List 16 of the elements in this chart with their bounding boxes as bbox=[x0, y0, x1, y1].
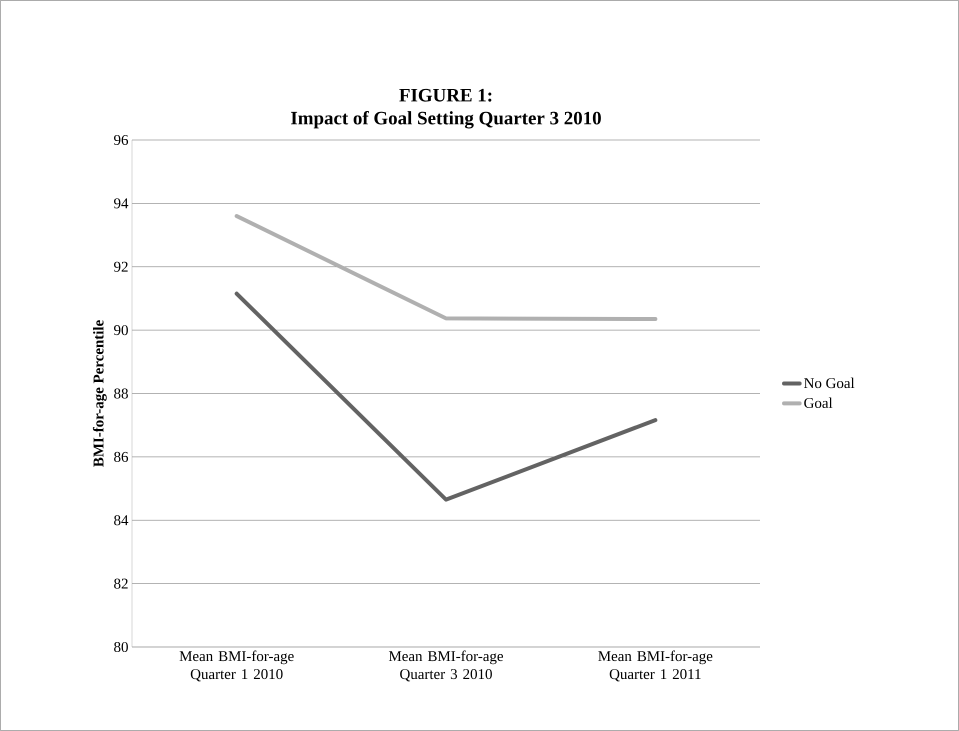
y-tick-label: 96 bbox=[114, 134, 128, 145]
y-tick-label: 84 bbox=[114, 515, 128, 526]
x-tick-label: Mean BMI-for-age Quarter 1 2010 bbox=[180, 650, 294, 682]
y-tick-label: 90 bbox=[114, 325, 128, 336]
y-tick-label: 80 bbox=[114, 642, 128, 652]
y-tick-label: 92 bbox=[114, 262, 128, 272]
legend-label: No Goal bbox=[804, 378, 854, 388]
chart-title: FIGURE 1: Impact of Goal Setting Quarter 3 2010 bbox=[291, 88, 601, 128]
x-tick-label: Mean BMI-for-age Quarter 1 2011 bbox=[598, 650, 712, 682]
y-tick-label: 82 bbox=[114, 578, 128, 589]
y-axis-title: BMI-for-age Percentile bbox=[92, 320, 107, 467]
y-tick-label: 86 bbox=[114, 452, 128, 462]
y-tick-label: 94 bbox=[114, 198, 128, 208]
y-tick-label: 88 bbox=[114, 388, 128, 399]
x-tick-label: Mean BMI-for-age Quarter 3 2010 bbox=[388, 650, 504, 682]
legend-label: Goal bbox=[804, 397, 832, 408]
